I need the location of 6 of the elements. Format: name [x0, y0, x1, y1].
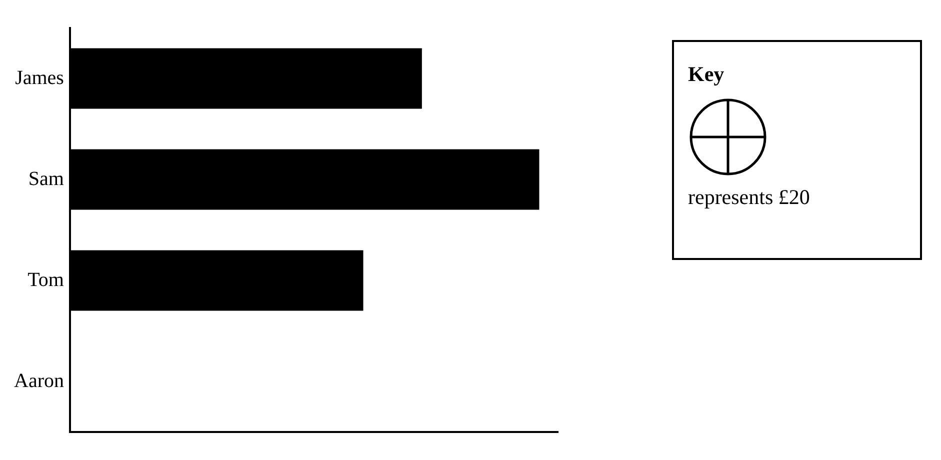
- y-tick-label: James: [15, 66, 64, 89]
- y-tick-label: Tom: [28, 268, 64, 291]
- y-tick-label: Aaron: [14, 370, 64, 392]
- y-tick-label: Sam: [28, 168, 64, 190]
- text: Key: [688, 62, 726, 87]
- text: represents £20: [688, 185, 811, 210]
